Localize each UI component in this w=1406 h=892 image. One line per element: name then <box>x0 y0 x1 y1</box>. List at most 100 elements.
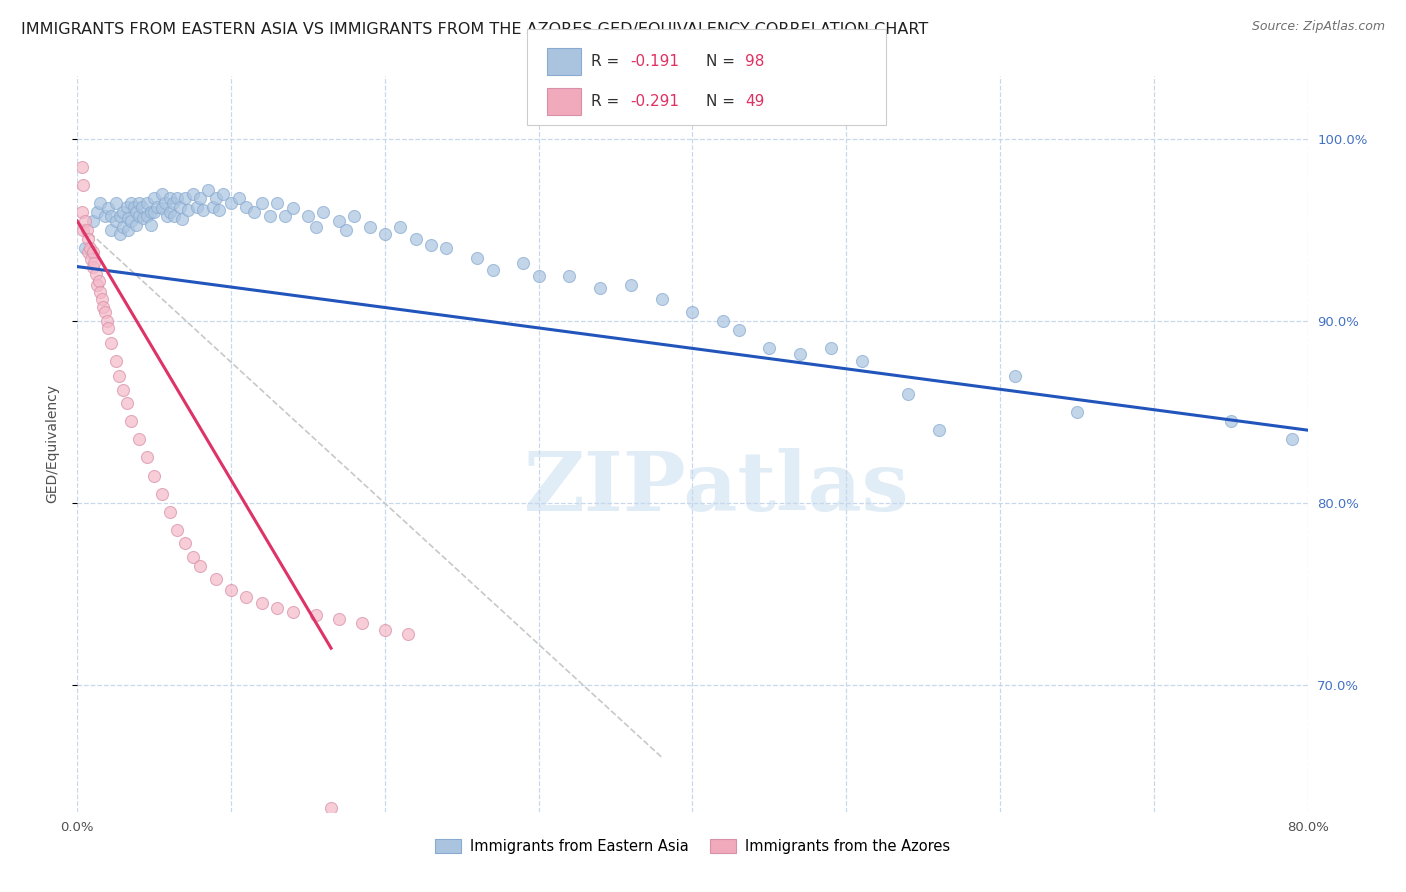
Point <box>112 219 135 234</box>
Point <box>122 200 145 214</box>
Text: ZIPatlas: ZIPatlas <box>524 448 910 528</box>
Y-axis label: GED/Equivalency: GED/Equivalency <box>45 384 59 503</box>
Point <box>727 323 749 337</box>
Point <box>72 223 94 237</box>
Point <box>259 209 281 223</box>
Point <box>305 608 328 623</box>
Point <box>143 190 166 204</box>
Point <box>117 211 139 225</box>
Point <box>150 186 173 201</box>
Point <box>481 263 503 277</box>
Point <box>188 559 212 574</box>
Point <box>159 205 181 219</box>
Point <box>312 205 335 219</box>
Point <box>97 202 120 216</box>
Point <box>174 190 197 204</box>
Point <box>204 190 226 204</box>
Point <box>436 242 458 256</box>
Point <box>131 200 153 214</box>
Point <box>141 218 163 232</box>
Point <box>82 245 104 260</box>
Point <box>120 214 142 228</box>
Point <box>89 285 111 299</box>
Point <box>250 196 273 211</box>
Point <box>389 219 412 234</box>
Point <box>100 223 122 237</box>
Point <box>228 190 250 204</box>
Point <box>93 300 115 314</box>
Point <box>374 623 396 637</box>
Point <box>212 186 235 201</box>
Point <box>297 209 319 223</box>
Point <box>90 293 114 307</box>
Point <box>243 205 266 219</box>
Point <box>120 196 142 211</box>
Point <box>89 196 111 211</box>
Point <box>70 205 93 219</box>
Text: N =: N = <box>706 54 740 69</box>
Point <box>100 209 122 223</box>
Point <box>104 354 127 368</box>
Point <box>162 196 184 211</box>
Point <box>193 203 215 218</box>
Point <box>108 368 131 383</box>
Point <box>174 536 197 550</box>
Point <box>94 209 117 223</box>
Point <box>204 572 226 586</box>
Point <box>281 202 304 216</box>
Point <box>87 274 110 288</box>
Point <box>73 242 96 256</box>
Point <box>97 321 120 335</box>
Text: R =: R = <box>591 94 624 109</box>
Point <box>1066 405 1088 419</box>
Point <box>155 209 177 223</box>
Point <box>250 596 273 610</box>
Point <box>110 209 132 223</box>
Text: 49: 49 <box>745 94 765 109</box>
Point <box>711 314 734 328</box>
Point <box>359 219 381 234</box>
Point <box>682 305 704 319</box>
Point <box>281 605 304 619</box>
Point <box>120 414 142 428</box>
Point <box>266 601 288 615</box>
Point <box>319 801 342 815</box>
Point <box>558 268 581 283</box>
Point <box>141 205 163 219</box>
Point <box>70 160 93 174</box>
Point <box>420 237 443 252</box>
Point <box>100 335 122 350</box>
Point <box>343 209 366 223</box>
Point <box>305 219 328 234</box>
Point <box>897 386 920 401</box>
Point <box>170 212 193 227</box>
Point <box>128 196 150 211</box>
Point <box>135 196 157 211</box>
Point <box>1281 432 1303 446</box>
Point <box>159 190 181 204</box>
Point <box>274 209 297 223</box>
Point <box>512 256 534 270</box>
Point <box>77 245 100 260</box>
Point <box>235 591 257 605</box>
Text: R =: R = <box>591 54 624 69</box>
Point <box>132 211 155 225</box>
Point <box>128 209 150 223</box>
Point <box>219 196 242 211</box>
Legend: Immigrants from Eastern Asia, Immigrants from the Azores: Immigrants from Eastern Asia, Immigrants… <box>429 833 956 860</box>
Point <box>266 196 288 211</box>
Point <box>104 196 127 211</box>
Point <box>80 252 103 267</box>
Point <box>143 205 166 219</box>
Point <box>1219 414 1241 428</box>
Point <box>125 205 148 219</box>
Point <box>1004 368 1026 383</box>
Point <box>527 268 550 283</box>
Point <box>465 251 488 265</box>
Point <box>177 203 200 218</box>
Point <box>150 487 173 501</box>
Point <box>83 256 105 270</box>
Point <box>82 260 104 274</box>
Point <box>789 347 811 361</box>
Point <box>112 205 135 219</box>
